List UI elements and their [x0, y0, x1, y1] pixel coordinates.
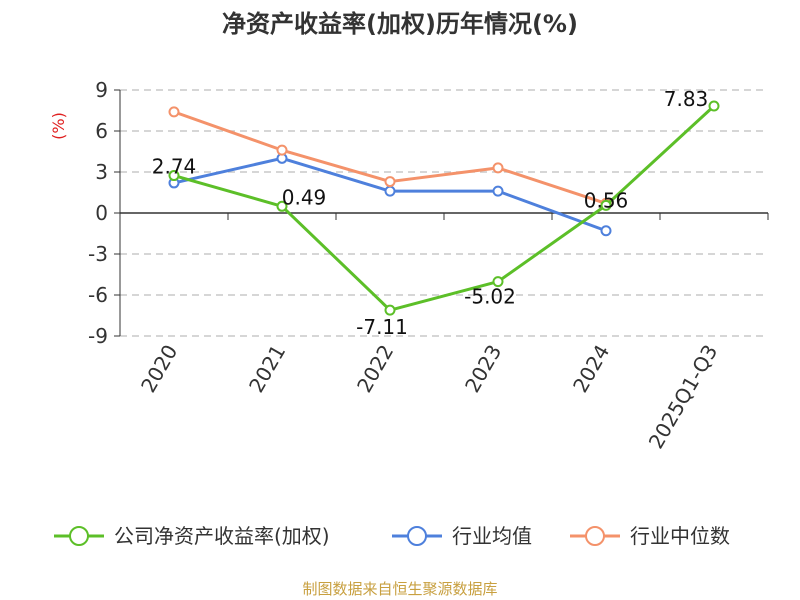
y-tick-label: -3	[88, 242, 108, 266]
legend-swatch-marker	[585, 526, 605, 546]
legend-label: 行业中位数	[630, 524, 730, 548]
data-point	[492, 162, 504, 174]
data-label: 0.49	[282, 185, 327, 209]
data-label: -7.11	[356, 315, 408, 339]
axis-layer: 9 6 3 0 -3 -6 -9 2020 2021 2022 2023 2024 2025Q1-Q3	[88, 78, 769, 453]
data-point	[708, 100, 720, 112]
data-point	[492, 276, 504, 288]
x-tick-label: 2020	[136, 341, 182, 397]
x-tick-label: 2022	[352, 341, 398, 397]
y-tick-label: 6	[95, 119, 108, 143]
series-layer	[168, 100, 720, 316]
series-line-0	[173, 104, 716, 312]
data-point	[492, 185, 504, 197]
data-label-layer: 2.74 0.49 -7.11 -5.02 0.56 7.83	[152, 87, 709, 339]
legend: 公司净资产收益率(加权) 行业均值 行业中位数	[54, 524, 730, 548]
y-tick-label: 9	[95, 78, 108, 102]
data-label: -5.02	[464, 285, 516, 309]
legend-swatch-marker	[407, 526, 427, 546]
data-point	[600, 225, 612, 237]
x-tick-label: 2023	[460, 341, 506, 397]
data-label: 0.56	[584, 188, 629, 212]
data-point	[384, 304, 396, 316]
x-tick-label: 2025Q1-Q3	[644, 341, 723, 453]
data-point	[168, 170, 180, 182]
data-point	[168, 106, 180, 118]
data-point	[276, 144, 288, 156]
y-tick-label: 0	[95, 201, 108, 225]
x-tick-label: 2024	[568, 341, 614, 397]
x-tick-label: 2021	[244, 341, 290, 397]
data-point	[384, 176, 396, 188]
chart-title: 净资产收益率(加权)历年情况(%)	[222, 10, 578, 38]
y-tick-label: 3	[95, 160, 108, 184]
data-source: 制图数据来自恒生聚源数据库	[302, 580, 497, 598]
data-label: 2.74	[152, 155, 197, 179]
data-point	[276, 200, 288, 212]
y-tick-label: -9	[88, 324, 108, 348]
legend-swatch-marker	[69, 526, 89, 546]
y-tick-label: -6	[88, 283, 108, 307]
data-point	[600, 199, 612, 211]
legend-label: 行业均值	[452, 524, 532, 548]
data-label: 7.83	[664, 87, 709, 111]
data-point	[384, 185, 396, 197]
legend-label: 公司净资产收益率(加权)	[114, 524, 330, 548]
y-axis-unit: (%)	[49, 112, 68, 140]
